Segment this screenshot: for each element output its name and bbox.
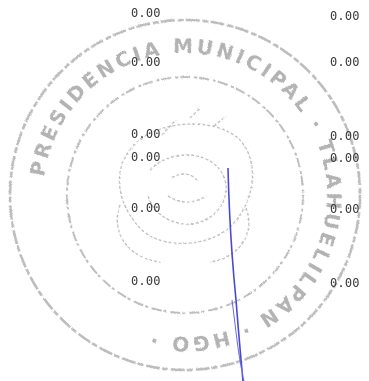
seal-emblem — [116, 107, 254, 263]
seal-outer-ring — [8, 18, 362, 372]
amount-col-a-5: 0.00 — [131, 201, 161, 215]
amount-col-b-1: 0.00 — [330, 9, 360, 23]
amount-col-b-2: 0.00 — [330, 55, 360, 69]
amount-col-b-6: 0.00 — [330, 276, 360, 290]
signature — [227, 167, 244, 381]
amount-col-b-4: 0.00 — [330, 151, 360, 165]
amount-col-b-3: 0.00 — [330, 129, 360, 143]
amount-col-a-4: 0.00 — [131, 150, 161, 164]
amount-col-b-5: 0.00 — [330, 202, 360, 216]
seal-inner-ring — [66, 76, 304, 314]
amount-col-a-1: 0.00 — [131, 6, 161, 20]
amount-col-a-6: 0.00 — [131, 274, 161, 288]
seal-ring-text: PRESIDENCIA MUNICIPAL · TLAHUELILPAN · H… — [25, 34, 343, 356]
svg-text:PRESIDENCIA MUNICIPAL · TLAHUE: PRESIDENCIA MUNICIPAL · TLAHUELILPAN · H… — [25, 34, 346, 356]
amount-col-a-3: 0.00 — [131, 127, 161, 141]
amount-col-a-2: 0.00 — [131, 55, 161, 69]
